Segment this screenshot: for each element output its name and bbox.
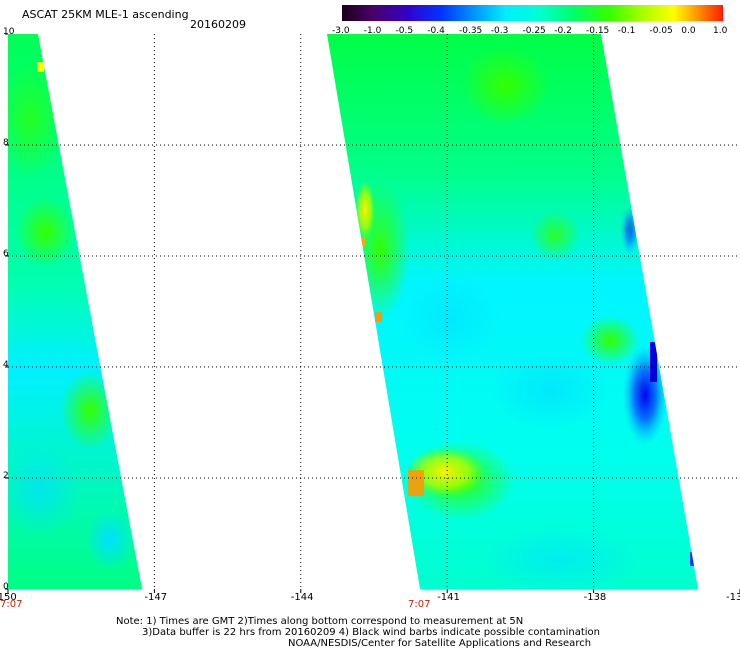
colorbar-tick-label: -1.0 <box>363 26 382 36</box>
colorbar-tick-label: -0.15 <box>586 26 610 36</box>
map-title: ASCAT 25KM MLE-1 ascending <box>22 8 189 21</box>
y-tick-label: 4 <box>3 360 9 370</box>
grid-lines <box>8 34 740 589</box>
y-tick-label: 2 <box>3 471 9 481</box>
colorbar-tick-label: -0.4 <box>427 26 445 36</box>
colorbar-tick-label: -0.35 <box>459 26 483 36</box>
map-date: 20160209 <box>190 18 246 31</box>
x-tick-label: -147 <box>144 592 168 603</box>
y-tick-label: 0 <box>3 582 9 592</box>
x-tick-label: -150 <box>0 592 17 603</box>
tick-marks <box>5 33 740 593</box>
x-tick-label: -138 <box>583 592 607 603</box>
colorbar-tick-label: -0.05 <box>649 26 673 36</box>
colorbar-tick-label: -0.1 <box>617 26 636 36</box>
y-tick-label: 6 <box>3 249 9 259</box>
colorbar-tick-label: -0.25 <box>522 26 546 36</box>
x-tick-label: -144 <box>290 592 314 603</box>
swath-time-left: 7:07 <box>0 599 23 610</box>
y-tick-label: 10 <box>3 27 15 37</box>
note-line-1: Note: 1) Times are GMT 2)Times along bot… <box>116 616 524 627</box>
colorbar-tick-label: -0.3 <box>490 26 509 36</box>
colorbar-tick-label: 1.0 <box>713 26 728 36</box>
colorbar-tick-label: 0.0 <box>681 26 696 36</box>
colorbar-tick-label: -3.0 <box>332 26 350 36</box>
y-tick-label: 8 <box>3 138 9 148</box>
left-swath <box>8 34 142 589</box>
colorbar-tick-label: -0.2 <box>554 26 572 36</box>
note-line-2: 3)Data buffer is 22 hrs from 20160209 4)… <box>142 627 600 638</box>
swath-time-right: 7:07 <box>408 599 431 610</box>
x-tick-label: -141 <box>437 592 460 603</box>
colorbar-tick-label: -0.5 <box>395 26 414 36</box>
note-line-3: NOAA/NESDIS/Center for Satellite Applica… <box>288 638 592 649</box>
right-swath <box>327 34 698 589</box>
x-tick-label: -135 <box>726 592 740 603</box>
